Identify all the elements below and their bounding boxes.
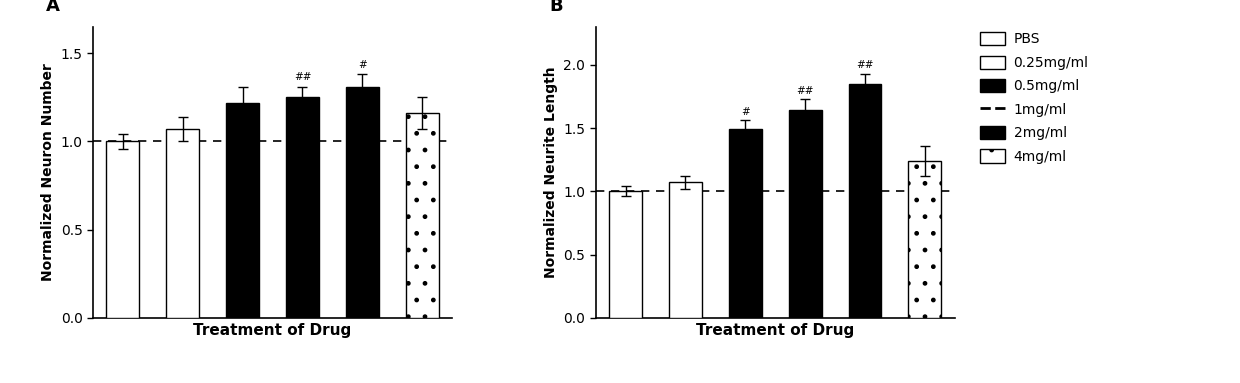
Text: ##: ## [796,86,813,96]
Bar [107,141,139,318]
X-axis label: Treatment of Drug: Treatment of Drug [193,324,352,339]
Y-axis label: Normalized Neurite Length: Normalized Neurite Length [544,67,558,278]
Text: ##: ## [294,72,311,82]
Bar [609,192,642,318]
Bar [848,84,882,318]
Bar [226,103,259,318]
Y-axis label: Normalized Neuron Number: Normalized Neuron Number [41,64,55,281]
Bar [909,161,941,318]
Text: #: # [742,107,750,117]
X-axis label: Treatment of Drug: Treatment of Drug [696,324,854,339]
Text: #: # [358,60,367,70]
Text: B: B [549,0,563,15]
Bar [789,110,822,318]
Bar [166,129,200,318]
Text: ##: ## [857,61,874,70]
Legend: PBS, 0.25mg/ml, 0.5mg/ml, 1mg/ml, 2mg/ml, 4mg/ml: PBS, 0.25mg/ml, 0.5mg/ml, 1mg/ml, 2mg/ml… [976,28,1092,168]
Text: A: A [46,0,61,15]
Bar [405,113,439,318]
Bar [729,129,761,318]
Bar [346,87,378,318]
Bar [286,97,319,318]
Bar [670,182,702,318]
